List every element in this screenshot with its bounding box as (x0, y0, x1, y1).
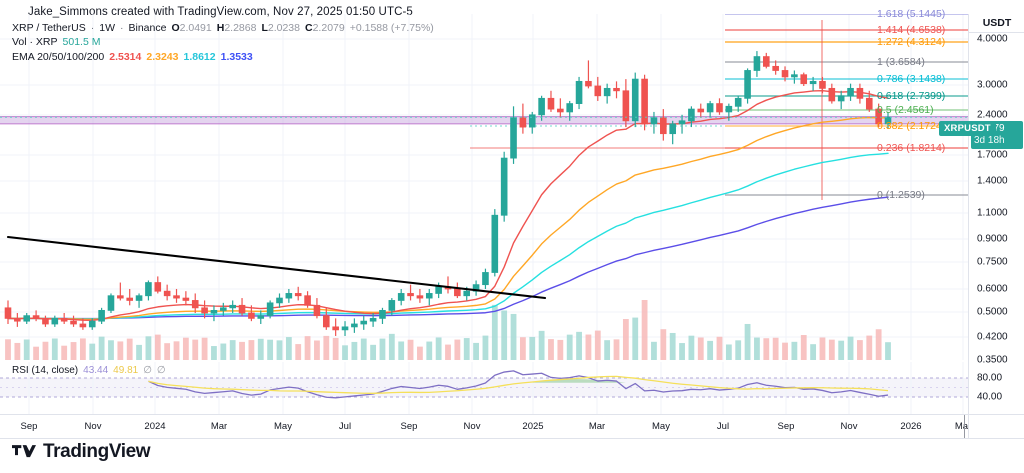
price-scale[interactable]: USDT 4.0000 3.0000 2.4000 1.7000 1.4000 1.100… (968, 14, 1024, 414)
price-tick-9: 0.5000 (977, 306, 1008, 318)
price-tick-5: 1.1000 (977, 207, 1008, 219)
price-tick-6: 0.9000 (977, 233, 1008, 245)
legend-open: O2.0491 (171, 22, 212, 34)
fib-label-3[interactable]: 1 (3.6584) (877, 56, 925, 68)
time-tick-2: 2024 (144, 421, 166, 432)
fib-label-8[interactable]: 0.236 (1.8214) (877, 142, 946, 154)
tradingview-brand-text: TradingView (43, 441, 151, 462)
legend-separator-1: · (90, 22, 95, 34)
time-tick-5: Jul (338, 421, 352, 432)
legend-high: H2.2868 (216, 22, 257, 34)
rsi-legend-na-2: ∅ (156, 365, 166, 376)
rsi-chart-svg[interactable] (0, 362, 968, 414)
price-scale-currency: USDT (969, 14, 1024, 33)
fib-label-4[interactable]: 0.786 (3.1438) (877, 73, 946, 85)
rsi-legend-value: 43.44 (83, 365, 109, 376)
price-chart-pane[interactable] (0, 14, 968, 360)
price-tick-8: 0.6000 (977, 283, 1008, 295)
time-tick-9: Mar (588, 421, 606, 432)
time-tick-1: Nov (84, 421, 102, 432)
time-cursor-line (964, 415, 965, 439)
symbol-flag[interactable]: XRPUSDT (939, 121, 996, 136)
time-tick-8: 2025 (522, 421, 544, 432)
legend-row-volume[interactable]: Vol · XRP 501.5 M (12, 36, 434, 49)
price-tick-4: 1.4000 (977, 175, 1008, 187)
price-tick-2: 2.4000 (977, 109, 1008, 121)
fib-label-1[interactable]: 1.414 (4.6538) (877, 24, 946, 36)
legend-row-ema[interactable]: EMA 20/50/100/200 2.5314 2.3243 1.8612 1… (12, 51, 434, 64)
time-tick-3: Mar (210, 421, 228, 432)
legend-separator-2: · (119, 22, 124, 34)
legend-change: +0.1588 (+7.75%) (349, 22, 434, 34)
price-chart-svg[interactable] (0, 14, 968, 360)
attribution-text: Jake_Simmons created with TradingView.co… (28, 6, 413, 18)
rsi-tick-1: 40.00 (977, 391, 1003, 403)
time-scale-corner (968, 414, 1024, 438)
fib-label-5[interactable]: 0.618 (2.7399) (877, 90, 946, 102)
price-tick-7: 0.7500 (977, 256, 1008, 268)
tradingview-logo-icon (12, 444, 36, 457)
time-tick-12: Sep (777, 421, 795, 432)
legend-symbol[interactable]: XRP / TetherUS (12, 22, 86, 34)
bar-countdown: 3d 18h (974, 135, 1005, 146)
legend-volume-title: Vol · XRP (12, 36, 58, 48)
legend-row-symbol[interactable]: XRP / TetherUS · 1W · Binance O2.0491 H2… (12, 22, 434, 35)
price-tick-3: 1.7000 (977, 149, 1008, 161)
fib-label-9[interactable]: 0 (1.2539) (877, 189, 925, 201)
time-tick-11: Jul (716, 421, 730, 432)
price-tick-0: 4.0000 (977, 33, 1008, 45)
tradingview-footer[interactable]: TradingView (12, 441, 151, 463)
legend-ema-title: EMA 20/50/100/200 (12, 51, 105, 63)
legend-ema200-value: 1.3533 (220, 51, 253, 63)
legend-ema50-value: 2.3243 (146, 51, 179, 63)
rsi-legend-title: RSI (14, close) (12, 365, 79, 376)
time-tick-4: May (274, 421, 292, 432)
rsi-tick-0: 80.00 (977, 372, 1003, 384)
legend-close: C2.2079 (305, 22, 345, 34)
footer-divider (0, 438, 1024, 439)
time-tick-6: Sep (400, 421, 418, 432)
legend-interval[interactable]: 1W (99, 22, 115, 34)
rsi-legend[interactable]: RSI (14, close) 43.44 49.81 ∅ ∅ (12, 365, 166, 376)
time-tick-7: Nov (463, 421, 481, 432)
fib-label-2[interactable]: 1.272 (4.3124) (877, 36, 946, 48)
fib-label-7[interactable]: 0.382 (2.1724) (877, 120, 946, 132)
time-tick-15: Mar (954, 421, 972, 432)
legend-ema100-value: 1.8612 (183, 51, 216, 63)
price-tick-11: 0.3500 (977, 354, 1008, 366)
legend-volume-value: 501.5 M (62, 36, 101, 48)
rsi-legend-na-1: ∅ (143, 365, 152, 376)
fib-label-0[interactable]: 1.618 (5.1445) (877, 8, 946, 20)
rsi-pane[interactable] (0, 362, 968, 414)
time-scale[interactable]: Sep Nov 2024 Mar May Jul Sep Nov 2025 Mar May Jul Se… (0, 414, 972, 439)
time-tick-0: Sep (20, 421, 38, 432)
price-tick-10: 0.4200 (977, 331, 1008, 343)
time-tick-10: May (652, 421, 670, 432)
legend-low: L2.0238 (261, 22, 300, 34)
time-tick-14: 2026 (900, 421, 922, 432)
legend-exchange[interactable]: Binance (128, 22, 167, 34)
price-tick-1: 3.0000 (977, 79, 1008, 91)
chart-legend: XRP / TetherUS · 1W · Binance O2.0491 H2… (12, 22, 434, 64)
time-tick-13: Nov (840, 421, 858, 432)
fib-label-6[interactable]: 0.5 (2.4561) (877, 104, 934, 116)
legend-ema20-value: 2.5314 (109, 51, 142, 63)
rsi-legend-ma-value: 49.81 (113, 365, 139, 376)
